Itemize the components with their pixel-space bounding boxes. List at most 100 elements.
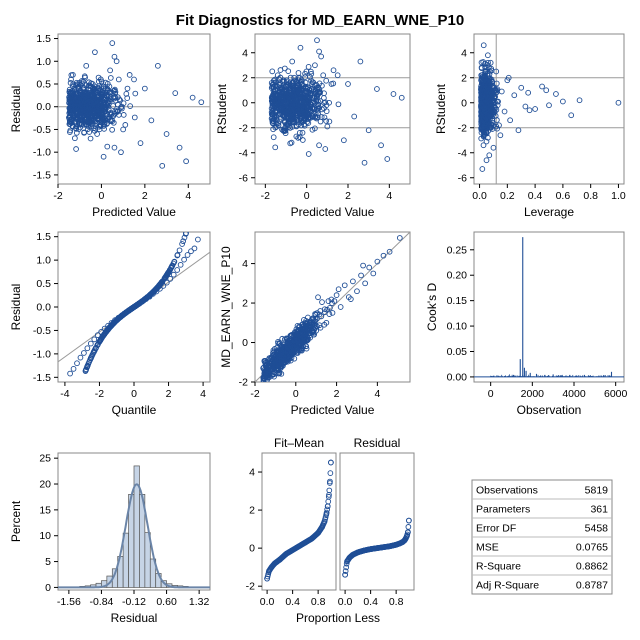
x-tick-label: 0.4 — [363, 596, 378, 608]
y-tick-label: 0.00 — [447, 371, 468, 383]
data-point — [328, 81, 335, 87]
data-point — [319, 524, 325, 531]
data-point — [490, 111, 497, 117]
qq-plot-plot: -4 -2 0 2 4 -1.5 -1.0 -0.5 0.0 0.5 1.0 1.5 Quantile R… — [9, 231, 211, 417]
cloud-point — [495, 98, 501, 105]
cloud-point — [112, 86, 118, 93]
data-point — [94, 332, 101, 338]
x-tick-label: 0.0 — [338, 596, 353, 608]
data-point — [365, 127, 372, 134]
cloud-point — [86, 359, 92, 365]
cloud-point — [312, 125, 318, 132]
data-point — [486, 152, 493, 159]
data-point — [98, 328, 105, 335]
y-tick-label: -2 — [239, 377, 248, 389]
x-tick-label: 0.2 — [500, 190, 515, 202]
cloud-point — [276, 96, 282, 102]
cloud-point — [174, 251, 181, 258]
data-point — [337, 304, 344, 310]
x-tick-label: 0.4 — [285, 596, 300, 608]
y-tick-label: 25 — [39, 453, 51, 465]
y-tick-label: -1.0 — [33, 147, 51, 159]
y-tick-label: 0.0 — [36, 101, 51, 113]
x-tick-label: 0 — [304, 190, 310, 202]
cloud-point — [293, 87, 300, 94]
x-tick-label: 2 — [142, 190, 148, 202]
data-point — [380, 544, 387, 551]
data-point — [107, 67, 113, 74]
cloud-point — [91, 117, 98, 123]
x-axis-label: Observation — [517, 403, 582, 417]
data-point — [74, 360, 80, 367]
data-point — [68, 76, 74, 83]
x-tick-label: 0.0 — [260, 596, 275, 608]
data-point — [195, 236, 201, 243]
cloud-point — [299, 137, 306, 143]
cloud-point — [117, 97, 124, 104]
table-row: Error DF 5458 — [476, 523, 608, 535]
cloud-point — [310, 79, 317, 86]
data-point — [318, 53, 324, 60]
cloud-point — [182, 232, 189, 237]
cloud-point — [92, 91, 98, 97]
data-point — [308, 535, 315, 542]
cloud-point — [480, 117, 487, 124]
cloud-point — [269, 99, 276, 106]
data-point — [398, 94, 405, 101]
data-point — [79, 94, 85, 101]
spread-panel: Residual 0.0 0.4 0.8 — [338, 436, 415, 608]
data-point — [146, 293, 153, 300]
data-point — [479, 93, 486, 100]
y-tick-label: 0 — [461, 97, 467, 109]
data-point — [285, 91, 291, 97]
data-point — [184, 252, 191, 258]
table-row: Observations 5819 — [476, 485, 608, 497]
cloud-point — [287, 140, 294, 147]
data-point — [302, 539, 309, 546]
cloud-point — [272, 76, 278, 83]
data-point — [81, 350, 87, 356]
cloud-point — [310, 315, 317, 321]
data-point — [366, 264, 373, 271]
quantile-point — [325, 493, 332, 500]
data-point — [289, 58, 296, 65]
fit-statistics-table: Observations 5819 Parameters 361 Error DF 545… — [471, 479, 613, 595]
x-tick-label: 1.32 — [189, 596, 210, 608]
cloud-point — [268, 109, 275, 116]
cloud-point — [295, 111, 301, 118]
y-tick-label: 1.5 — [36, 231, 51, 243]
x-tick-label: 0 — [488, 388, 494, 400]
data-point — [489, 78, 495, 85]
x-axis-label: Predicted Value — [92, 205, 176, 219]
x-tick-label: 4 — [200, 388, 206, 400]
data-point — [485, 134, 491, 141]
stat-value: 5458 — [585, 523, 609, 535]
stat-label: Error DF — [476, 523, 516, 535]
cloud-point — [270, 81, 276, 88]
cloud-point — [482, 64, 488, 71]
cloud-point — [70, 97, 77, 104]
data-point — [515, 127, 522, 134]
cloud-point — [305, 102, 311, 109]
data-point — [361, 159, 368, 166]
x-tick-label: 0.4 — [528, 190, 543, 202]
cloud-point — [482, 60, 488, 67]
data-point — [295, 74, 302, 81]
normal-density-curve — [58, 483, 210, 589]
cloud-point — [277, 67, 284, 73]
data-point — [268, 359, 275, 366]
y-tick-label: 2 — [242, 72, 248, 84]
cloud-point — [81, 116, 87, 122]
data-point — [120, 126, 126, 133]
cloud-point — [284, 336, 291, 343]
y-tick-label: 0.05 — [447, 346, 468, 358]
cloud-point — [289, 106, 295, 112]
cloud-point — [478, 135, 485, 142]
cloud-point — [478, 94, 484, 101]
data-point — [122, 122, 129, 128]
quantile-point — [342, 568, 349, 574]
data-point — [287, 86, 293, 92]
x-tick-label: -2 — [95, 388, 104, 400]
data-point — [124, 85, 131, 92]
